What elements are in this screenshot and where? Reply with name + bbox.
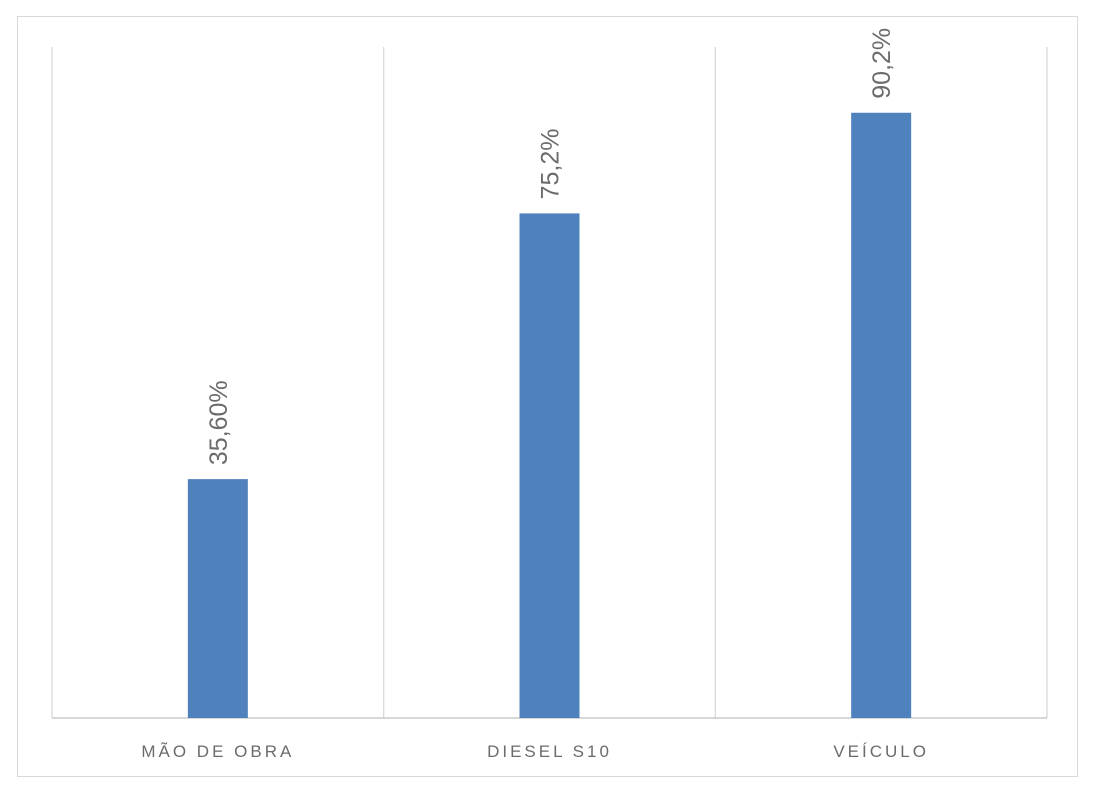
data-label-3: 90,2%: [868, 28, 896, 99]
bar-2: [519, 213, 580, 718]
category-labels-layer: MÃO DE OBRA DIESEL S10 VEÍCULO: [141, 742, 929, 761]
data-label-1: 35,60%: [205, 380, 233, 465]
bar-1: [187, 479, 248, 718]
data-labels-layer: 35,60% 75,2% 90,2%: [205, 28, 896, 465]
category-label-3: VEÍCULO: [833, 742, 929, 761]
category-label-2: DIESEL S10: [487, 742, 612, 761]
category-label-1: MÃO DE OBRA: [141, 742, 294, 761]
data-label-2: 75,2%: [537, 129, 565, 200]
bar-3: [851, 112, 912, 719]
bars-layer: [187, 112, 912, 719]
